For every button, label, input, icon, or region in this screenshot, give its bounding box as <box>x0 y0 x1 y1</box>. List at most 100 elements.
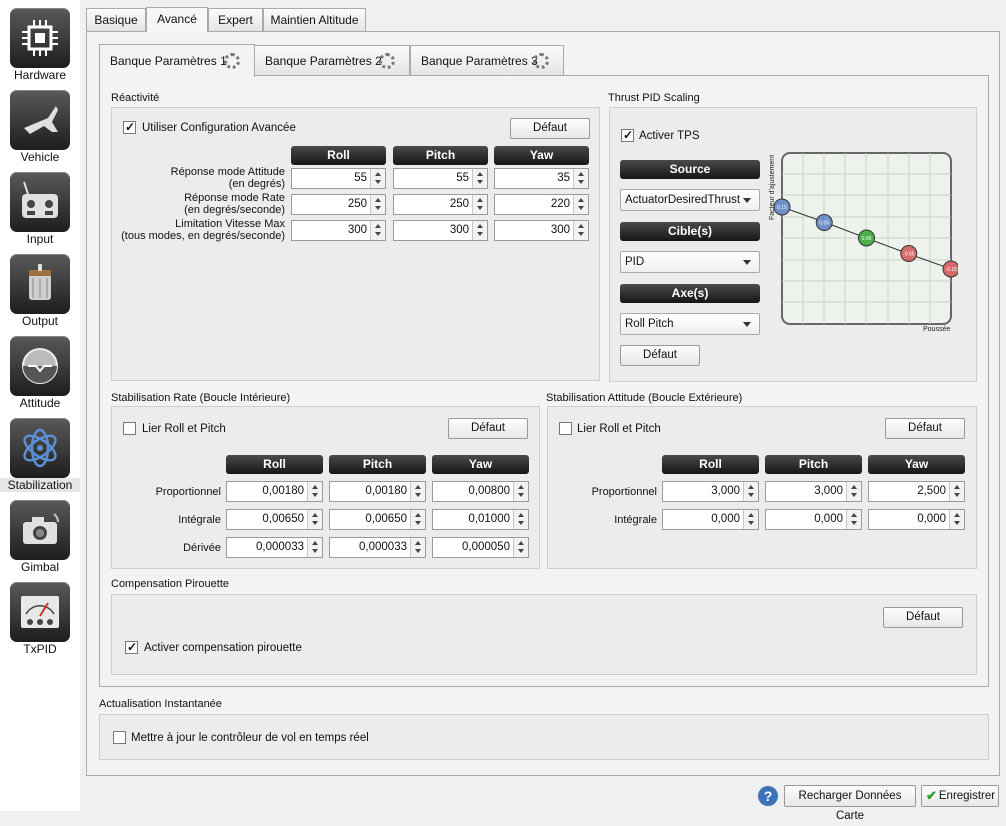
tps-ylabel: Facteur d'ajustement <box>769 155 776 220</box>
spin-arrows-icon[interactable] <box>743 482 758 501</box>
spin-value: 35 <box>557 172 570 184</box>
attitude-pitch-spinbox[interactable]: 55 <box>393 168 488 189</box>
spin-arrows-icon[interactable] <box>513 482 528 501</box>
spin-arrows-icon[interactable] <box>370 221 385 240</box>
tps-enable-checkbox[interactable] <box>621 128 634 142</box>
spin-arrows-icon[interactable] <box>743 510 758 529</box>
reactivite-row-label-line: Réponse mode Rate <box>184 192 285 204</box>
rate-yaw-spinbox[interactable]: 220 <box>494 194 589 215</box>
tab-expert[interactable]: Expert <box>208 8 263 31</box>
tab-maintien-altitude[interactable]: Maintien Altitude <box>263 8 366 31</box>
spin-arrows-icon[interactable] <box>370 195 385 214</box>
realtime-checkbox[interactable] <box>113 731 126 744</box>
spin-arrows-icon[interactable] <box>410 482 425 501</box>
rate-i-pitch-spinbox[interactable]: 0,00650 <box>329 509 426 530</box>
tps-default-button[interactable]: Défaut <box>620 345 700 366</box>
spin-arrows-icon[interactable] <box>410 538 425 557</box>
att-i-yaw-spinbox[interactable]: 0,000 <box>868 509 965 530</box>
tab-bank-1[interactable]: Banque Paramètres 1 <box>99 44 255 77</box>
spin-arrows-icon[interactable] <box>573 195 588 214</box>
sidebar-item-attitude[interactable]: Attitude <box>0 328 80 410</box>
spin-arrows-icon[interactable] <box>410 510 425 529</box>
tab-basique[interactable]: Basique <box>86 8 146 31</box>
spin-arrows-icon[interactable] <box>949 482 964 501</box>
rate-row-label: Proportionnel <box>155 486 221 498</box>
rate-roll-spinbox[interactable]: 250 <box>291 194 386 215</box>
spin-arrows-icon[interactable] <box>513 510 528 529</box>
rate-d-yaw-spinbox[interactable]: 0,000050 <box>432 537 529 558</box>
tab-bank-2[interactable]: Banque Paramètres 2 <box>254 45 410 76</box>
att-p-yaw-spinbox[interactable]: 2,500 <box>868 481 965 502</box>
att-i-roll-spinbox[interactable]: 0,000 <box>662 509 759 530</box>
spin-arrows-icon[interactable] <box>573 221 588 240</box>
tps-control-point[interactable] <box>858 229 875 247</box>
pirouette-enable-checkbox[interactable] <box>125 640 138 654</box>
tps-axes-header: Axe(s) <box>620 284 760 303</box>
sidebar-item-label: Input <box>26 232 54 246</box>
tps-control-point[interactable] <box>900 245 918 262</box>
attitude-link-label: Lier Roll et Pitch <box>577 423 661 435</box>
tab-avance[interactable]: Avancé <box>146 7 208 32</box>
sidebar-item-label: Gimbal <box>20 560 59 574</box>
spin-arrows-icon[interactable] <box>846 482 861 501</box>
reload-board-button[interactable]: Recharger Données Carte <box>784 785 916 822</box>
rate-d-pitch-spinbox[interactable]: 0,000033 <box>329 537 426 558</box>
spin-arrows-icon[interactable] <box>573 169 588 188</box>
rate-link-checkbox[interactable] <box>123 422 136 435</box>
sidebar-item-stabilization[interactable]: Stabilization <box>0 410 80 492</box>
tps-control-point[interactable] <box>942 260 958 278</box>
maxrate-roll-spinbox[interactable]: 300 <box>291 220 386 241</box>
reactivite-default-button[interactable]: Défaut <box>510 118 590 139</box>
pirouette-enable-label: Activer compensation pirouette <box>144 642 302 654</box>
attitude-roll-spinbox[interactable]: 55 <box>291 168 386 189</box>
spin-arrows-icon[interactable] <box>307 538 322 557</box>
tps-source-select[interactable]: ActuatorDesiredThrust <box>620 189 760 211</box>
sidebar-item-output[interactable]: Output <box>0 246 80 328</box>
rate-row-label: Intégrale <box>178 514 221 526</box>
spin-arrows-icon[interactable] <box>472 169 487 188</box>
tps-control-point[interactable] <box>815 214 833 231</box>
rate-p-yaw-spinbox[interactable]: 0,00800 <box>432 481 529 502</box>
attitude-default-button[interactable]: Défaut <box>885 418 965 439</box>
spin-arrows-icon[interactable] <box>307 510 322 529</box>
sidebar-item-vehicle[interactable]: Vehicle <box>0 82 80 164</box>
att-p-roll-spinbox[interactable]: 3,000 <box>662 481 759 502</box>
sidebar-item-hardware[interactable]: Hardware <box>0 0 80 82</box>
spin-arrows-icon[interactable] <box>307 482 322 501</box>
spin-value: 3,000 <box>711 485 740 497</box>
maxrate-yaw-spinbox[interactable]: 300 <box>494 220 589 241</box>
tab-bank-3[interactable]: Banque Paramètres 3 <box>410 45 564 76</box>
rate-pitch-spinbox[interactable]: 250 <box>393 194 488 215</box>
tps-curve-chart[interactable]: 0.15 0.05 0.00 -0.05 -0.15 Facteur d'ajustem… <box>768 150 958 335</box>
tps-axes-select[interactable]: Roll Pitch <box>620 313 760 335</box>
spin-arrows-icon[interactable] <box>472 195 487 214</box>
attitude-link-checkbox[interactable] <box>559 422 572 435</box>
spin-arrows-icon[interactable] <box>846 510 861 529</box>
att-i-pitch-spinbox[interactable]: 0,000 <box>765 509 862 530</box>
tps-target-select[interactable]: PID <box>620 251 760 273</box>
spin-arrows-icon[interactable] <box>472 221 487 240</box>
attitude-yaw-spinbox[interactable]: 35 <box>494 168 589 189</box>
rate-i-yaw-spinbox[interactable]: 0,01000 <box>432 509 529 530</box>
spin-arrows-icon[interactable] <box>370 169 385 188</box>
sidebar-item-gimbal[interactable]: Gimbal <box>0 492 80 574</box>
sidebar-item-txpid[interactable]: TxPID <box>0 574 80 656</box>
spin-value: 0,00180 <box>262 485 304 497</box>
spin-value: 250 <box>449 198 469 210</box>
spin-arrows-icon[interactable] <box>949 510 964 529</box>
spin-arrows-icon[interactable] <box>513 538 528 557</box>
sidebar-item-input[interactable]: Input <box>0 164 80 246</box>
rate-p-pitch-spinbox[interactable]: 0,00180 <box>329 481 426 502</box>
use-advanced-checkbox[interactable] <box>123 120 136 134</box>
rate-p-roll-spinbox[interactable]: 0,00180 <box>226 481 323 502</box>
maxrate-pitch-spinbox[interactable]: 300 <box>393 220 488 241</box>
pirouette-default-button[interactable]: Défaut <box>883 607 963 628</box>
rate-default-button[interactable]: Défaut <box>448 418 528 439</box>
rate-d-roll-spinbox[interactable]: 0,000033 <box>226 537 323 558</box>
save-button[interactable]: ✔ Enregistrer <box>921 785 999 807</box>
tps-control-point[interactable] <box>773 198 791 216</box>
motor-icon <box>10 254 70 314</box>
rate-i-roll-spinbox[interactable]: 0,00650 <box>226 509 323 530</box>
help-icon[interactable]: ? <box>758 786 778 806</box>
att-p-pitch-spinbox[interactable]: 3,000 <box>765 481 862 502</box>
